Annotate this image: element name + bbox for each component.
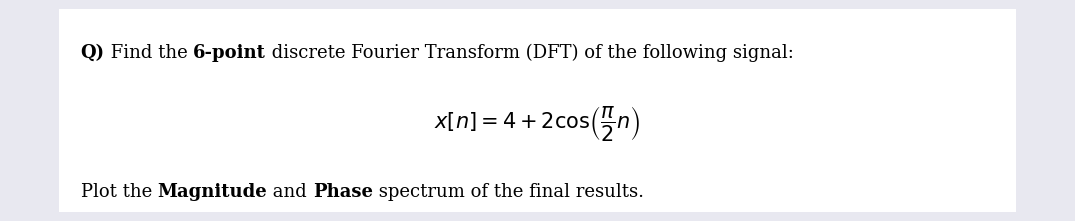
Text: 6-point: 6-point [194,44,267,62]
Text: Q): Q) [81,44,104,62]
Text: Magnitude: Magnitude [158,183,268,201]
FancyBboxPatch shape [59,9,1016,212]
Text: Plot the: Plot the [81,183,158,201]
Text: Phase: Phase [313,183,373,201]
Text: Find the: Find the [104,44,194,62]
Text: and: and [268,183,313,201]
Text: $x[n] = 4 + 2\mathrm{cos}\left(\dfrac{\pi}{2}n\right)$: $x[n] = 4 + 2\mathrm{cos}\left(\dfrac{\p… [434,104,641,143]
Text: spectrum of the final results.: spectrum of the final results. [373,183,644,201]
Text: discrete Fourier Transform (DFT) of the following signal:: discrete Fourier Transform (DFT) of the … [267,44,794,62]
